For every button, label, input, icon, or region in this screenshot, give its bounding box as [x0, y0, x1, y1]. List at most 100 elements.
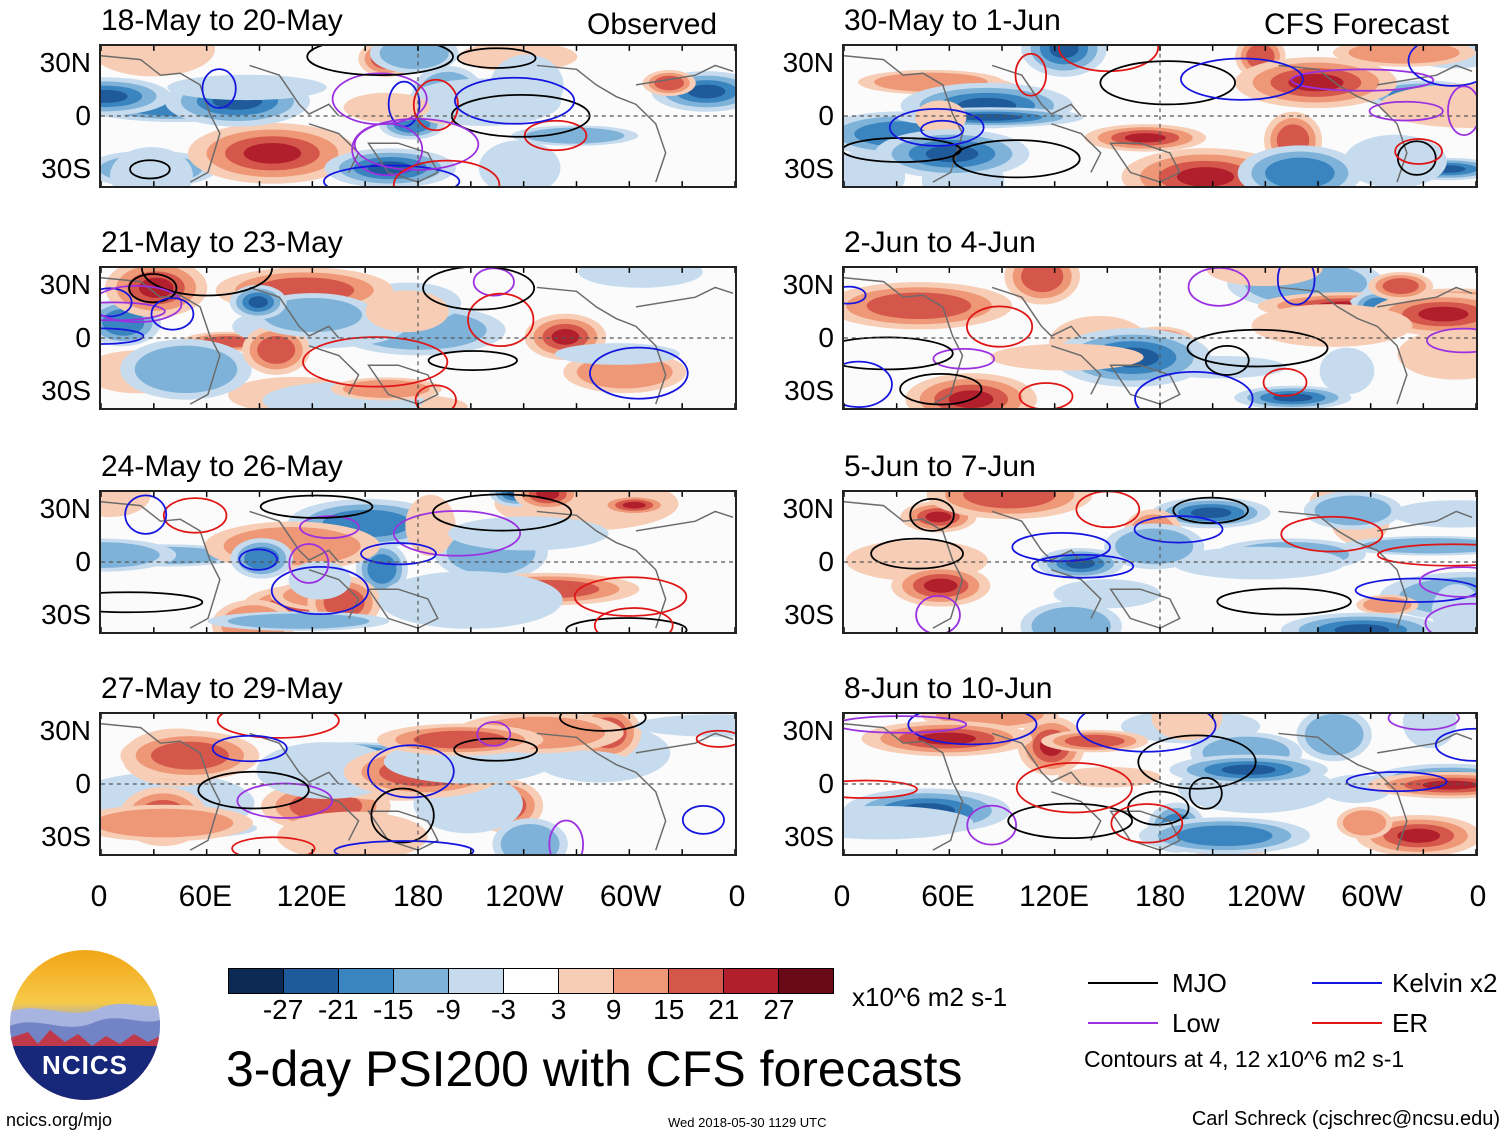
wave-contour — [1134, 371, 1254, 408]
wave-contour — [966, 305, 1034, 348]
wave-contour — [1137, 734, 1257, 790]
wave-contour — [201, 68, 237, 109]
coastline — [536, 64, 667, 183]
wave-contour — [456, 47, 537, 69]
wave-contour — [1290, 68, 1435, 92]
wave-contour — [844, 715, 968, 734]
positive-anomaly-shade — [1397, 828, 1441, 843]
lat-label: 30S — [784, 820, 834, 852]
panel-title: 2-Jun to 4-Jun — [844, 226, 1036, 259]
psi200-map — [99, 712, 737, 856]
wave-contour — [1407, 46, 1476, 87]
logo-text: NCICS — [42, 1050, 128, 1080]
coastline — [991, 286, 1082, 339]
coastline — [844, 54, 964, 183]
wave-contour — [1015, 762, 1133, 814]
lon-label: 0 — [90, 880, 108, 913]
negative-anomaly-shade — [367, 554, 397, 584]
wave-contour — [259, 494, 374, 519]
wave-contour — [844, 285, 867, 305]
coastline — [991, 510, 1082, 563]
lon-label: 120W — [485, 880, 564, 913]
lat-label: 30S — [784, 598, 834, 630]
panel-title: 27-May to 29-May — [101, 672, 343, 705]
wave-contour — [211, 734, 288, 763]
lat-label: 30S — [41, 820, 91, 852]
lon-label: 120E — [1018, 880, 1090, 913]
wave-contour — [1018, 382, 1074, 408]
negative-anomaly-shade — [110, 147, 193, 186]
wave-contour — [1031, 553, 1135, 579]
lat-label: 30N — [39, 715, 91, 747]
negative-anomaly-shade — [925, 145, 979, 163]
coastline — [308, 791, 360, 841]
coastline — [249, 64, 340, 117]
wave-contour — [1187, 268, 1251, 307]
psi200-map — [842, 712, 1478, 856]
colorbar-units: x10^6 m2 s-1 — [852, 982, 1008, 1012]
wave-contour — [432, 493, 573, 532]
colorbar-swatch — [449, 969, 504, 993]
positive-anomaly-shade — [1342, 810, 1387, 836]
wave-contour — [1075, 492, 1141, 529]
positive-anomaly-shade — [990, 343, 1144, 371]
panel-title: 24-May to 26-May — [101, 450, 343, 483]
lat-label: 30N — [782, 715, 834, 747]
negative-anomaly-shade — [379, 46, 449, 70]
negative-anomaly-shade — [1176, 825, 1273, 847]
coastline — [1377, 510, 1473, 532]
negative-anomaly-shade — [1190, 507, 1232, 519]
wave-contour — [1099, 60, 1236, 106]
positive-anomaly-shade — [1151, 714, 1223, 741]
coastline — [101, 722, 221, 851]
wave-contour — [467, 292, 535, 347]
positive-anomaly-shade — [654, 75, 685, 91]
footer-timestamp: Wed 2018-05-30 1129 UTC — [668, 1115, 827, 1130]
wave-contour — [392, 510, 522, 557]
wave-contour — [695, 729, 735, 748]
wave-contour — [1418, 566, 1476, 598]
negative-anomaly-shade — [539, 750, 631, 776]
positive-anomaly-shade — [101, 46, 216, 77]
panel-title: 18-May to 20-May — [101, 4, 343, 37]
psi200-map — [842, 490, 1478, 634]
wave-contour — [1394, 138, 1443, 165]
negative-anomaly-shade — [1334, 624, 1390, 632]
wave-contour — [360, 542, 437, 566]
wave-contour — [523, 119, 588, 152]
legend-label-low: Low — [1172, 1008, 1220, 1038]
colorbar — [228, 968, 834, 994]
negative-anomaly-shade — [134, 345, 238, 394]
psi200-map — [99, 44, 737, 188]
lon-label: 120W — [1226, 880, 1306, 913]
negative-anomaly-shade — [687, 84, 726, 99]
coastline — [536, 510, 667, 629]
wave-contour — [952, 139, 1081, 179]
coastline — [1051, 123, 1102, 173]
coastline — [249, 510, 340, 563]
lat-label: 0 — [75, 322, 91, 353]
footer-url[interactable]: ncics.org/mjo — [6, 1110, 113, 1130]
wave-contour — [333, 840, 475, 854]
positive-anomaly-shade — [923, 578, 958, 593]
coastline — [308, 345, 360, 395]
wave-contour — [681, 805, 725, 835]
negative-anomaly-shade — [167, 74, 327, 101]
legend-label-mjo: MJO — [1172, 968, 1227, 998]
positive-anomaly-shade — [405, 494, 456, 557]
wave-contour — [1426, 327, 1476, 354]
wave-contour — [844, 779, 918, 799]
lat-label: 0 — [818, 768, 834, 799]
positive-anomaly-shade — [150, 741, 229, 770]
coastline — [991, 732, 1082, 785]
wave-contour — [238, 548, 278, 571]
coastline — [991, 64, 1082, 117]
wave-contour — [414, 384, 457, 408]
positive-anomaly-shade — [243, 142, 302, 164]
legend-line-kelvin — [1312, 982, 1382, 984]
wave-contour — [1376, 543, 1476, 567]
lat-label: 0 — [75, 100, 91, 131]
lon-label: 120E — [276, 880, 347, 913]
lat-label: 0 — [818, 100, 834, 131]
positive-anomaly-shade — [1397, 329, 1476, 380]
